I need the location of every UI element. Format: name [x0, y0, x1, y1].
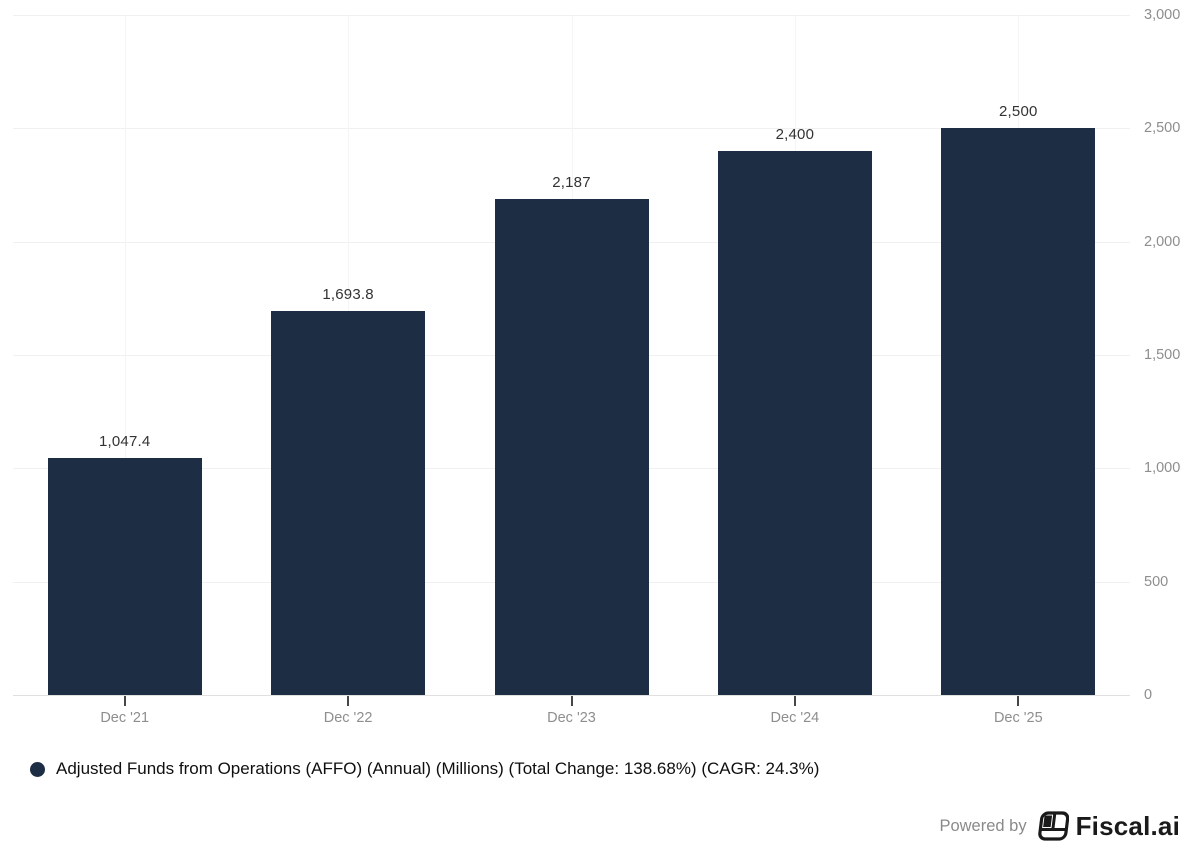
legend-marker-icon [30, 761, 45, 777]
x-axis-label: Dec '24 [770, 710, 820, 726]
fiscal-ai-wordmark: Fiscal.ai [1075, 810, 1180, 841]
x-axis-label: Dec '25 [993, 710, 1043, 726]
bar-value-label: 2,500 [999, 103, 1038, 121]
x-axis-label: Dec '23 [547, 710, 596, 726]
powered-by-footer: Powered by Fiscal.ai [939, 808, 1180, 844]
x-axis-tick [347, 696, 350, 706]
y-axis-label: 1,000 [1144, 460, 1181, 477]
legend-label: Adjusted Funds from Operations (AFFO) (A… [56, 759, 820, 778]
bar-value-label: 1,047.4 [98, 432, 151, 450]
x-axis-tick [570, 696, 573, 706]
x-gridline [124, 15, 126, 695]
x-axis-tick [123, 696, 126, 706]
x-axis-label: Dec '22 [323, 710, 373, 726]
x-axis-label: Dec '21 [100, 710, 150, 726]
bar-dec-25[interactable] [941, 128, 1096, 695]
bar-dec-23[interactable] [494, 199, 649, 695]
x-axis-tick [1017, 696, 1020, 706]
fiscal-ai-link[interactable]: Fiscal.ai [1036, 811, 1180, 842]
bar-value-label: 2,400 [775, 126, 815, 143]
y-axis-label: 0 [1144, 687, 1153, 703]
y-axis-label: 1,500 [1144, 347, 1181, 363]
bar-value-label: 2,187 [552, 174, 591, 192]
y-axis-label: 500 [1144, 573, 1169, 590]
y-axis-label: 2,000 [1144, 233, 1181, 250]
powered-by-label: Powered by [939, 816, 1027, 835]
bar-dec-21[interactable] [47, 457, 202, 695]
y-axis-label: 3,000 [1144, 7, 1181, 23]
bar-dec-24[interactable] [717, 151, 872, 695]
bar-dec-22[interactable] [271, 311, 426, 695]
y-axis-label: 2,500 [1144, 120, 1181, 137]
fiscal-ai-logo-icon [1037, 810, 1069, 841]
x-axis-tick [793, 696, 796, 706]
bar-value-label: 1,693.8 [322, 286, 374, 304]
legend-item-affo[interactable]: Adjusted Funds from Operations (AFFO) (A… [30, 758, 819, 780]
x-axis-line [13, 695, 1130, 696]
